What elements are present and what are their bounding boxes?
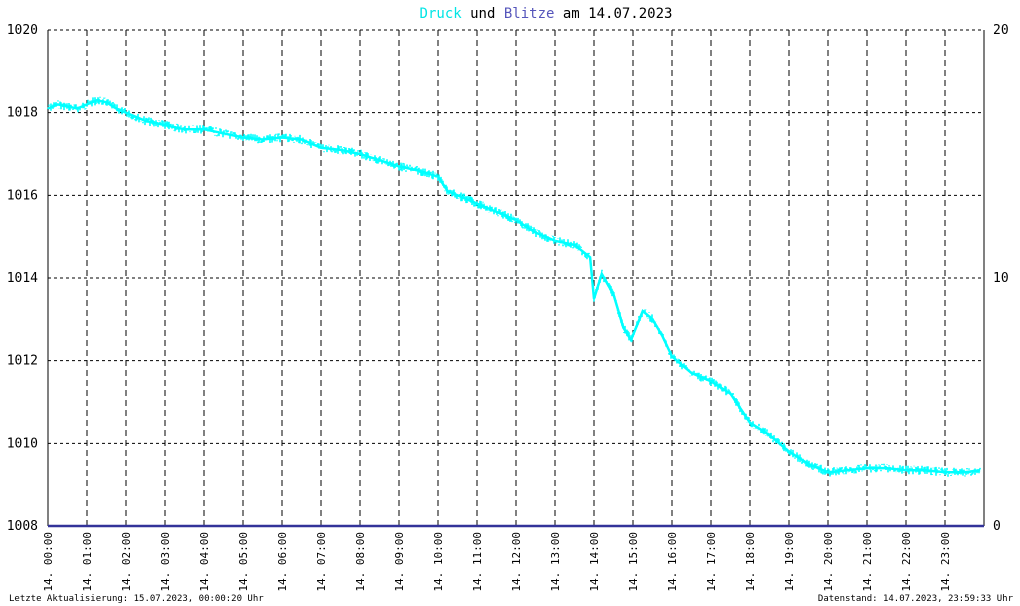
x-tick-label: 14. 12:00 bbox=[510, 532, 523, 592]
y-axis-left: 1008 1010 1012 1014 1016 1018 1020 bbox=[7, 23, 38, 534]
x-tick-label: 14. 16:00 bbox=[666, 532, 679, 592]
x-tick-label: 14. 22:00 bbox=[900, 532, 913, 592]
chart-title: Druck und Blitze am 14.07.2023 bbox=[420, 6, 673, 22]
x-tick-label: 14. 11:00 bbox=[471, 532, 484, 592]
x-tick-label: 14. 05:00 bbox=[237, 532, 250, 592]
x-tick-label: 14. 19:00 bbox=[783, 532, 796, 592]
x-tick-label: 14. 21:00 bbox=[861, 532, 874, 592]
y-right-tick-label: 0 bbox=[993, 519, 1001, 534]
x-tick-label: 14. 10:00 bbox=[432, 532, 445, 592]
x-tick-label: 14. 14:00 bbox=[588, 532, 601, 592]
y-left-tick-label: 1008 bbox=[7, 519, 38, 534]
x-tick-label: 14. 03:00 bbox=[159, 532, 172, 592]
x-tick-label: 14. 00:00 bbox=[42, 532, 55, 592]
x-tick-label: 14. 09:00 bbox=[393, 532, 406, 592]
x-tick-label: 14. 17:00 bbox=[705, 532, 718, 592]
y-right-tick-label: 10 bbox=[993, 271, 1009, 286]
x-tick-label: 14. 23:00 bbox=[939, 532, 952, 592]
title-suffix: am 14.07.2023 bbox=[554, 6, 672, 22]
x-tick-label: 14. 04:00 bbox=[198, 532, 211, 592]
y-right-tick-label: 20 bbox=[993, 23, 1009, 38]
y-left-tick-label: 1016 bbox=[7, 188, 38, 203]
footer-last-update: Letzte Aktualisierung: 15.07.2023, 00:00… bbox=[9, 594, 264, 604]
footer-data-status: Datenstand: 14.07.2023, 23:59:33 Uhr bbox=[818, 594, 1014, 604]
x-tick-label: 14. 07:00 bbox=[315, 532, 328, 592]
y-left-tick-label: 1020 bbox=[7, 23, 38, 38]
grid bbox=[47, 29, 985, 526]
x-tick-label: 14. 20:00 bbox=[822, 532, 835, 592]
title-series1: Druck bbox=[420, 6, 463, 22]
y-axis-right: 0 10 20 bbox=[993, 23, 1009, 534]
series-group bbox=[47, 96, 984, 528]
y-left-tick-label: 1012 bbox=[7, 354, 38, 369]
x-tick-label: 14. 06:00 bbox=[276, 532, 289, 592]
x-tick-label: 14. 01:00 bbox=[81, 532, 94, 592]
x-axis: 14. 00:00 14. 01:00 14. 02:00 14. 03:00 14. … bbox=[42, 532, 952, 592]
x-tick-label: 14. 15:00 bbox=[627, 532, 640, 592]
title-series2: Blitze bbox=[504, 6, 555, 22]
y-left-tick-label: 1014 bbox=[7, 271, 38, 286]
x-tick-label: 14. 13:00 bbox=[549, 532, 562, 592]
x-tick-label: 14. 18:00 bbox=[744, 532, 757, 592]
title-joiner: und bbox=[462, 6, 504, 22]
series-druck-line bbox=[47, 98, 981, 474]
x-tick-label: 14. 02:00 bbox=[120, 532, 133, 592]
y-left-tick-label: 1018 bbox=[7, 106, 38, 121]
y-left-tick-label: 1010 bbox=[7, 436, 38, 451]
x-tick-label: 14. 08:00 bbox=[354, 532, 367, 592]
